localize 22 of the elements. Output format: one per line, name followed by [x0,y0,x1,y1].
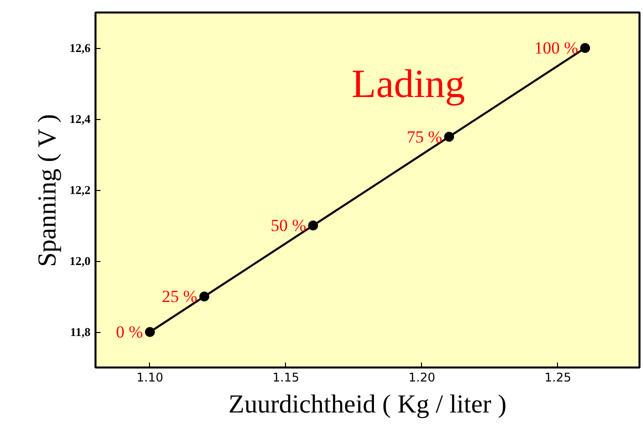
x-tick-label: 1.25 [544,370,572,384]
y-tick-label: 12,0 [70,254,90,268]
x-axis-title: Zuurdichtheid ( Kg / liter ) [228,390,506,418]
annotation: 0 % [116,322,143,342]
x-tick-label: 1.15 [272,370,300,384]
point [580,43,590,53]
annotation: 75 % [406,127,442,146]
y-tick-label: 12,4 [70,112,90,126]
x-tick-label: 1.20 [408,370,436,384]
y-tick-label: 12,6 [70,41,90,55]
y-axis-title: Spanning ( V ) [32,114,62,267]
point [199,292,210,302]
y-tick-label: 11,8 [70,325,91,339]
text: Lading [352,61,465,106]
x-tick-label: 1.10 [136,370,164,384]
annotation: 50 % [270,216,306,235]
y-tick-label: 12,2 [70,183,90,197]
annotation: 25 % [162,287,198,306]
point [308,220,318,230]
point [144,327,155,337]
point [444,132,454,142]
annotation: 100 % [534,38,578,58]
